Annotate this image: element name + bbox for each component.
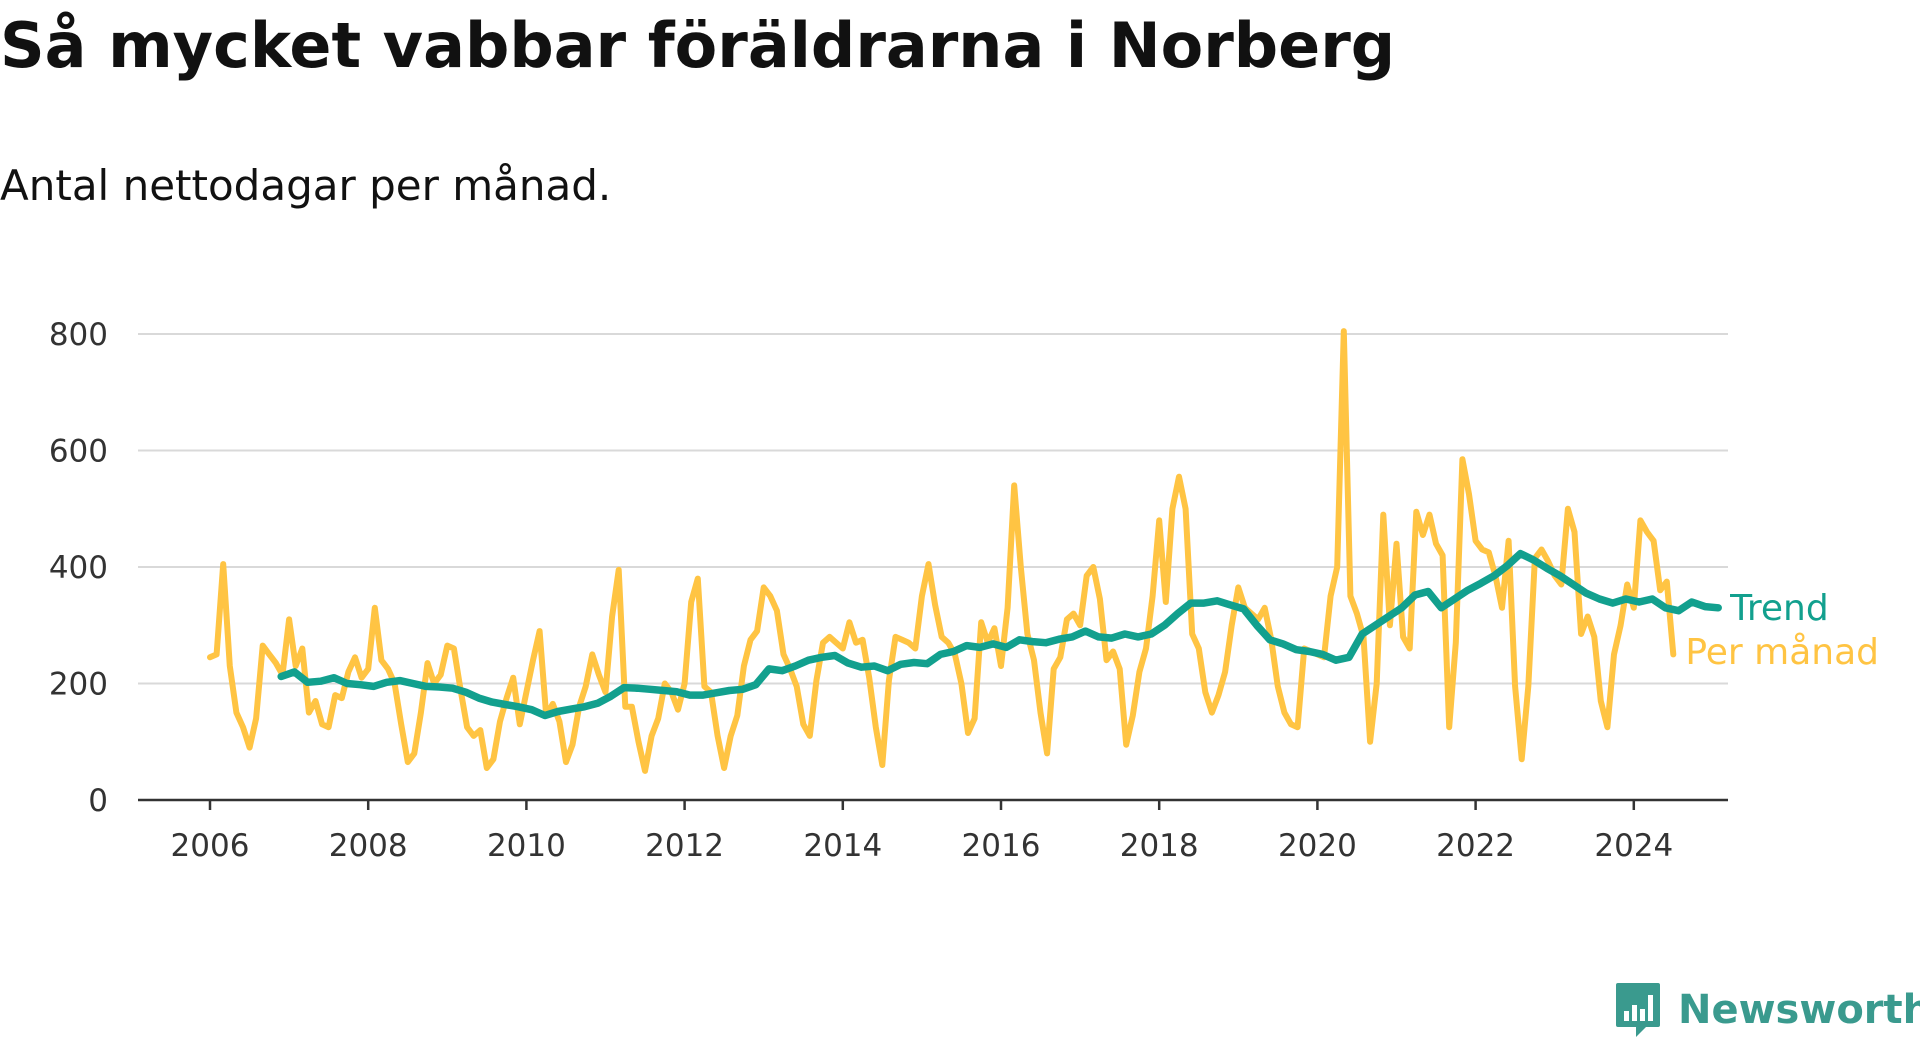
x-tick-label: 2012 [645,828,724,864]
chart-plot: 2006 2008 2010 2012 2014 2016 2018 2020 2022 2024… [49,317,1879,864]
legend-label-per-manad: Per månad [1685,632,1879,673]
y-tick-label: 200 [49,667,108,703]
series-line-per-manad [207,328,1677,774]
x-tick-label: 2024 [1594,828,1673,864]
x-tick-label: 2016 [962,828,1041,864]
y-tick-label: 800 [49,317,108,353]
y-tick-label: 600 [49,434,108,470]
x-tick-label: 2010 [487,828,566,864]
newsworthy-brand: Newsworthy [1614,980,1920,1040]
x-tick-label: 2018 [1120,828,1199,864]
series-line-trend [277,549,1722,720]
legend-label-trend: Trend [1729,588,1829,629]
chart-subtitle: Antal nettodagar per månad. [0,161,612,210]
brand-name: Newsworthy [1678,987,1920,1033]
x-tick-label: 2020 [1278,828,1357,864]
series-lines [207,328,1722,774]
chart-title: Så mycket vabbar föräldrarna i Norberg [0,9,1396,82]
y-tick-label: 0 [88,783,108,819]
x-tick-label: 2022 [1436,828,1515,864]
x-tick-label: 2014 [803,828,882,864]
y-tick-label: 400 [49,550,108,586]
x-tick-label: 2008 [329,828,408,864]
y-axis: 0 200 400 600 800 [49,317,108,819]
newsworthy-logo-icon [1616,983,1660,1037]
x-axis: 2006 2008 2010 2012 2014 2016 2018 2020 2022 2024 [171,800,1673,864]
x-tick-label: 2006 [171,828,250,864]
